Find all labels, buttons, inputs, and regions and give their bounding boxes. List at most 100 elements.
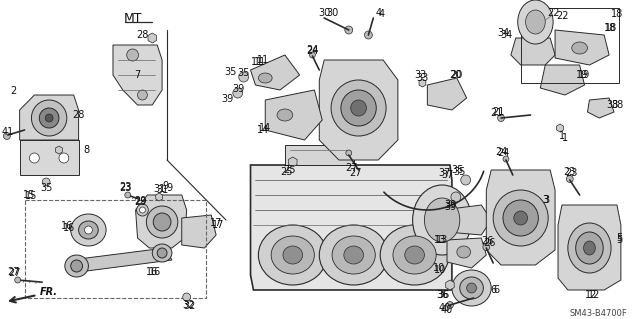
Text: 15: 15 (25, 191, 38, 201)
Ellipse shape (341, 90, 376, 126)
Ellipse shape (451, 192, 461, 202)
Text: 4: 4 (375, 8, 381, 18)
Text: 6: 6 (490, 285, 496, 295)
Text: 36: 36 (436, 290, 448, 300)
Text: 25: 25 (280, 167, 293, 177)
Ellipse shape (447, 301, 453, 308)
Ellipse shape (345, 26, 353, 34)
Ellipse shape (493, 190, 548, 246)
Ellipse shape (584, 241, 595, 255)
Ellipse shape (84, 226, 92, 234)
Bar (24, 200, 206, 298)
Ellipse shape (71, 260, 83, 272)
Text: 18: 18 (605, 23, 617, 33)
Text: 16: 16 (146, 267, 159, 277)
Text: 33: 33 (416, 73, 429, 83)
Text: 35: 35 (225, 67, 237, 77)
Text: 19: 19 (579, 70, 591, 80)
Text: 39: 39 (232, 84, 245, 94)
Text: 41: 41 (2, 127, 14, 137)
Ellipse shape (424, 198, 460, 242)
Text: 35: 35 (454, 167, 466, 177)
Text: 16: 16 (149, 267, 161, 277)
Ellipse shape (3, 132, 10, 139)
Text: 30: 30 (326, 8, 338, 18)
Text: 4: 4 (378, 9, 384, 19)
Polygon shape (148, 33, 157, 43)
Text: 22: 22 (547, 8, 559, 18)
Ellipse shape (525, 10, 545, 34)
Ellipse shape (483, 243, 490, 250)
Ellipse shape (310, 52, 316, 58)
Text: 31: 31 (153, 184, 165, 194)
Ellipse shape (576, 232, 604, 264)
Text: 3: 3 (542, 195, 548, 205)
Text: 21: 21 (492, 107, 504, 117)
Ellipse shape (568, 223, 611, 273)
Text: 30: 30 (318, 8, 330, 18)
Ellipse shape (259, 225, 327, 285)
Text: 16: 16 (61, 221, 73, 231)
Polygon shape (319, 60, 398, 160)
Text: FR.: FR. (40, 287, 58, 297)
Text: 9: 9 (162, 181, 168, 191)
Polygon shape (447, 238, 486, 268)
Ellipse shape (147, 206, 178, 238)
Text: 13: 13 (434, 235, 446, 245)
Text: 2: 2 (11, 86, 17, 96)
Bar (24, 200, 206, 298)
Ellipse shape (79, 221, 99, 239)
Polygon shape (555, 30, 609, 65)
Polygon shape (511, 38, 555, 65)
Ellipse shape (364, 31, 372, 39)
Text: 27: 27 (346, 163, 358, 173)
Ellipse shape (157, 248, 167, 258)
Ellipse shape (152, 244, 172, 262)
Ellipse shape (233, 88, 243, 98)
Ellipse shape (518, 0, 553, 44)
Ellipse shape (380, 225, 449, 285)
Ellipse shape (277, 109, 292, 121)
Polygon shape (250, 165, 452, 290)
Text: 20: 20 (450, 70, 462, 80)
Text: 23: 23 (566, 168, 578, 178)
Text: 11: 11 (257, 55, 269, 65)
Text: 27: 27 (349, 168, 362, 178)
Ellipse shape (404, 246, 424, 264)
Ellipse shape (140, 207, 145, 213)
Text: 35: 35 (452, 165, 464, 175)
Text: 29: 29 (134, 197, 147, 207)
Text: 33: 33 (414, 70, 427, 80)
Polygon shape (558, 205, 621, 290)
Text: 9: 9 (166, 183, 172, 193)
Ellipse shape (259, 73, 272, 83)
Text: 10: 10 (434, 265, 446, 275)
Text: 11: 11 (254, 57, 266, 67)
Ellipse shape (42, 178, 50, 186)
Text: 7: 7 (134, 70, 141, 80)
Polygon shape (113, 45, 162, 105)
Ellipse shape (514, 211, 527, 225)
Ellipse shape (138, 90, 147, 100)
Text: MT: MT (124, 11, 142, 25)
Text: 26: 26 (483, 238, 495, 248)
Text: 10: 10 (433, 263, 445, 273)
Text: SM43-B4700F: SM43-B4700F (570, 308, 628, 317)
Ellipse shape (461, 175, 470, 185)
Polygon shape (557, 124, 563, 132)
Text: 35: 35 (40, 183, 52, 193)
Polygon shape (588, 98, 614, 118)
Text: 35: 35 (237, 68, 250, 78)
Bar (521, 8, 619, 83)
Text: 12: 12 (585, 290, 598, 300)
Polygon shape (250, 55, 300, 90)
Text: 25: 25 (284, 165, 296, 175)
Polygon shape (20, 95, 79, 140)
Ellipse shape (31, 100, 67, 136)
Ellipse shape (39, 108, 59, 128)
Text: 27: 27 (8, 267, 20, 277)
Text: 24: 24 (497, 148, 509, 158)
Text: 21: 21 (490, 108, 502, 118)
Text: 24: 24 (495, 147, 508, 157)
Text: 32: 32 (184, 301, 196, 311)
